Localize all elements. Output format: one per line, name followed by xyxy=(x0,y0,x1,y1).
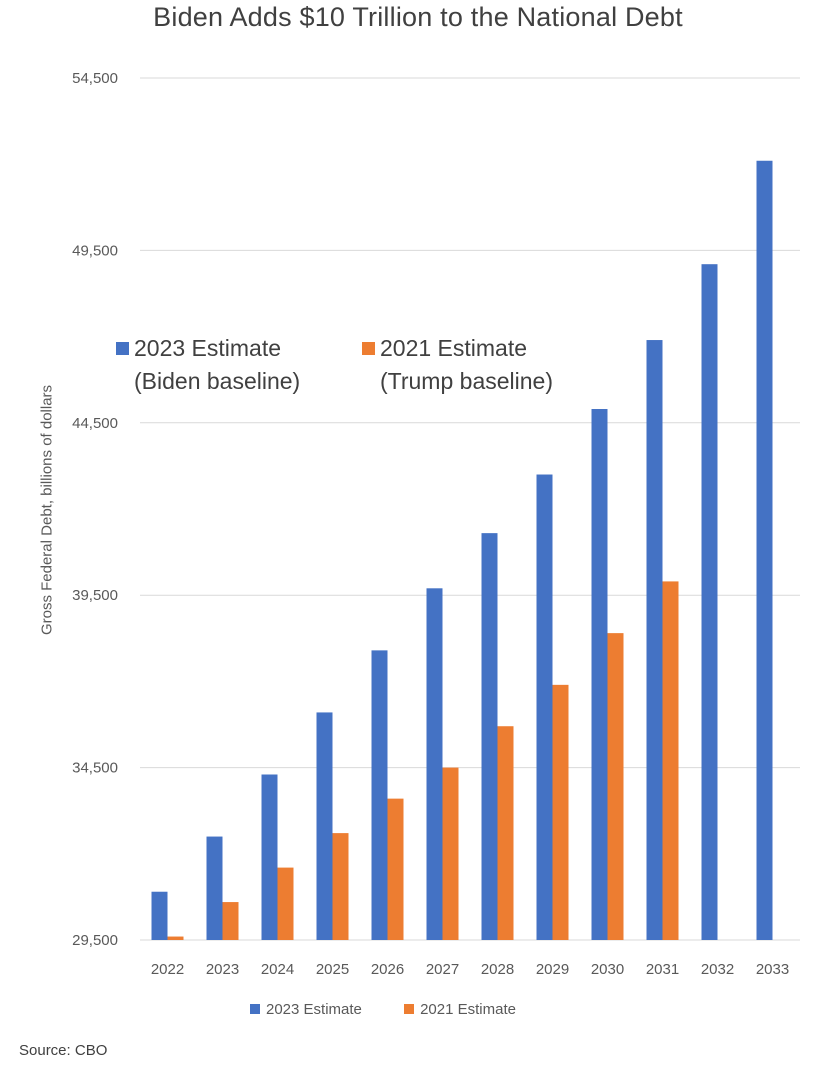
bar-2023-estimate-2025 xyxy=(316,712,333,940)
x-tick-label: 2024 xyxy=(261,961,294,978)
chart-legend: 2023 Estimate 2021 Estimate xyxy=(250,1001,554,1018)
legend-item-2023: 2023 Estimate xyxy=(250,1001,362,1018)
bar-2023-estimate-2029 xyxy=(536,474,553,940)
chart-plot: 54,500 49,500 44,500 39,500 34,500 29,500 202… xyxy=(72,70,800,978)
legend-swatch-2023 xyxy=(116,342,129,355)
x-tick-label: 2022 xyxy=(151,961,184,978)
y-tick-label: 29,500 xyxy=(72,932,118,949)
bars xyxy=(151,160,773,941)
x-tick-label: 2026 xyxy=(371,961,404,978)
legend-swatch xyxy=(404,1004,415,1014)
bar-2023-estimate-2024 xyxy=(261,774,278,940)
legend-swatch xyxy=(250,1004,260,1014)
x-tick-label: 2033 xyxy=(756,961,789,978)
bar-2021-estimate-2031 xyxy=(662,581,679,940)
x-tick-label: 2025 xyxy=(316,961,349,978)
inner-legend-2021-line1: 2021 Estimate xyxy=(380,335,528,361)
x-tick-label: 2029 xyxy=(536,961,569,978)
bar-2021-estimate-2028 xyxy=(497,726,514,940)
legend-item-2021: 2021 Estimate xyxy=(404,1001,516,1018)
inner-legend-2023-line1: 2023 Estimate xyxy=(134,335,282,361)
bar-2021-estimate-2022 xyxy=(167,936,184,940)
x-tick-label: 2028 xyxy=(481,961,514,978)
chart-title: Biden Adds $10 Trillion to the National … xyxy=(153,2,683,32)
source-note: Source: CBO xyxy=(19,1042,108,1059)
inner-legend-2023-line2: (Biden baseline) xyxy=(134,368,301,394)
bar-2023-estimate-2026 xyxy=(371,650,388,940)
bar-2021-estimate-2023 xyxy=(222,902,239,940)
bar-2021-estimate-2024 xyxy=(277,867,294,940)
y-tick-label: 34,500 xyxy=(72,760,118,777)
bar-2023-estimate-2033 xyxy=(756,160,773,940)
legend-label-2023: 2023 Estimate xyxy=(266,1001,362,1018)
x-tick-label: 2030 xyxy=(591,961,624,978)
x-tick-label: 2031 xyxy=(646,961,679,978)
bar-2023-estimate-2023 xyxy=(206,836,223,940)
inner-legend-2021-line2: (Trump baseline) xyxy=(380,368,553,394)
x-tick-label: 2023 xyxy=(206,961,239,978)
y-tick-label: 49,500 xyxy=(72,242,118,259)
inner-legend-2023: 2023 Estimate (Biden baseline) xyxy=(116,332,300,398)
bar-2023-estimate-2028 xyxy=(481,533,498,940)
bar-2023-estimate-2022 xyxy=(151,891,168,940)
x-axis-ticks: 2022 2023 2024 2025 2026 2027 2028 2029 2030 2031… xyxy=(151,961,789,978)
bar-2021-estimate-2030 xyxy=(607,633,624,940)
y-tick-label: 44,500 xyxy=(72,415,118,432)
inner-legend-2021: 2021 Estimate (Trump baseline) xyxy=(362,332,553,398)
bar-2023-estimate-2032 xyxy=(701,264,718,940)
y-axis-ticks: 54,500 49,500 44,500 39,500 34,500 29,500 xyxy=(72,70,118,949)
bar-2021-estimate-2025 xyxy=(332,833,349,940)
bar-2021-estimate-2027 xyxy=(442,767,459,940)
bar-2023-estimate-2031 xyxy=(646,340,663,941)
bar-2021-estimate-2026 xyxy=(387,798,404,940)
gridlines xyxy=(140,77,800,941)
y-tick-label: 54,500 xyxy=(72,70,118,87)
legend-label-2021: 2021 Estimate xyxy=(420,1001,516,1018)
bar-2021-estimate-2029 xyxy=(552,684,569,940)
y-tick-label: 39,500 xyxy=(72,587,118,604)
bar-2023-estimate-2030 xyxy=(591,409,608,940)
legend-swatch-2021 xyxy=(362,342,375,355)
bar-2023-estimate-2027 xyxy=(426,588,443,940)
x-tick-label: 2032 xyxy=(701,961,734,978)
y-axis-label: Gross Federal Debt, billions of dollars xyxy=(38,384,56,636)
x-tick-label: 2027 xyxy=(426,961,459,978)
